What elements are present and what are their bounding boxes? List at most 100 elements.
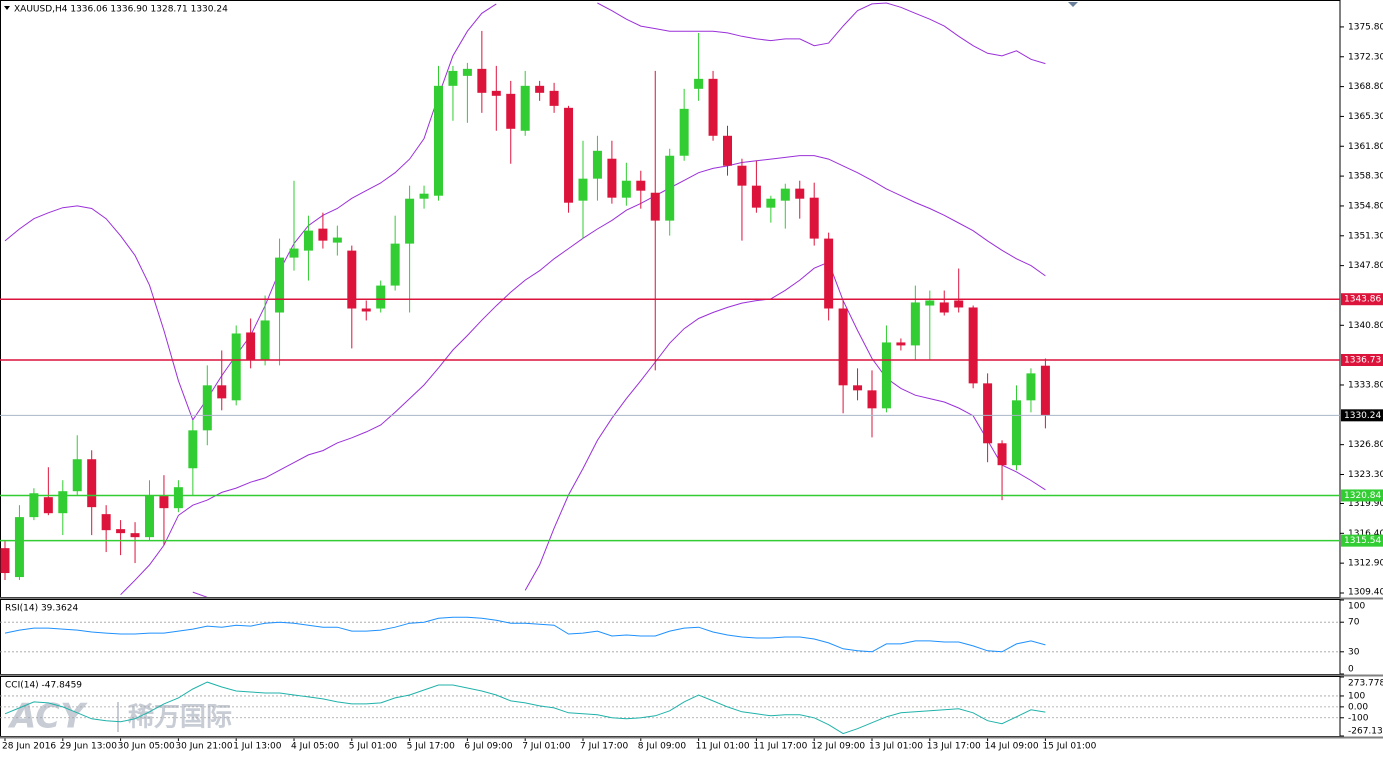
y-tick-label: 273.778	[1348, 679, 1383, 689]
x-tick-label: 11 Jul 17:00	[753, 742, 807, 752]
candle-body	[809, 197, 819, 239]
y-tick-label: 1365.30	[1348, 112, 1383, 122]
y-tick-label: 1375.80	[1348, 22, 1383, 32]
plot-area	[0, 2, 1340, 597]
candle-body	[1026, 373, 1036, 401]
candle-body	[491, 90, 501, 96]
level-label-box	[1341, 409, 1383, 422]
x-tick-label: 30 Jun 05:00	[118, 742, 175, 752]
y-tick-label: 0	[1348, 665, 1354, 675]
candle-body	[708, 78, 718, 136]
x-tick-label: 15 Jul 01:00	[1042, 742, 1096, 752]
x-tick-label: 6 Jul 09:00	[464, 742, 513, 752]
y-tick-label: 30	[1348, 647, 1360, 657]
candle-body	[101, 514, 111, 531]
candle-body	[838, 308, 848, 386]
y-tick-label: -267.1304	[1348, 727, 1383, 737]
candle-body	[318, 228, 328, 241]
candle-body	[737, 165, 747, 186]
candle-body	[434, 85, 443, 196]
candle-body	[910, 302, 920, 346]
x-tick-label: 28 Jun 2016	[2, 742, 56, 752]
candle-body	[636, 180, 646, 191]
level-label-box	[1341, 353, 1383, 366]
level-label: 1320.84	[1344, 491, 1381, 501]
candle-body	[159, 495, 169, 509]
x-tick-label: 4 Jul 05:00	[291, 742, 340, 752]
candle-body	[1012, 400, 1021, 466]
candle-body	[217, 385, 227, 399]
candle-body	[43, 497, 53, 514]
x-tick-label: 11 Jul 01:00	[696, 742, 750, 752]
candle-body	[419, 193, 429, 199]
candle-body	[766, 198, 776, 208]
y-tick-label: 100	[1348, 691, 1365, 701]
x-tick-label: 13 Jul 01:00	[869, 742, 923, 752]
y-tick-label: 1326.80	[1348, 440, 1383, 450]
level-label-box	[1341, 293, 1383, 306]
candle-body	[535, 85, 545, 93]
y-tick-label: 0.00	[1348, 702, 1368, 712]
candle-body	[867, 390, 877, 409]
y-tick-label: 1368.80	[1348, 82, 1383, 92]
y-tick-label: 1340.80	[1348, 321, 1383, 331]
candle-body	[780, 188, 790, 201]
candle-body	[997, 443, 1007, 466]
candle-body	[679, 108, 689, 156]
candle-body	[405, 198, 415, 244]
y-tick-label: 1358.30	[1348, 172, 1383, 182]
level-label: 1343.86	[1344, 295, 1381, 305]
candle-body	[188, 430, 198, 469]
candle-body	[983, 383, 993, 444]
band-line	[192, 261, 1046, 597]
y-tick-label: 1361.80	[1348, 142, 1383, 152]
candle-body	[665, 155, 675, 221]
level-label: 1315.54	[1344, 536, 1381, 546]
candle-body	[361, 308, 371, 312]
candle-body	[592, 150, 602, 179]
y-tick-label: 1372.30	[1348, 52, 1383, 62]
x-tick-label: 13 Jul 17:00	[927, 742, 981, 752]
x-tick-label: 14 Jul 09:00	[985, 742, 1039, 752]
x-tick-label: 29 Jun 13:00	[60, 742, 117, 752]
candle-body	[694, 78, 704, 89]
candle-body	[260, 320, 270, 361]
title-marker	[4, 6, 10, 10]
candle-body	[621, 180, 631, 198]
candle-body	[751, 185, 761, 208]
y-tick-label: 1354.80	[1348, 201, 1383, 211]
x-tick-label: 12 Jul 09:00	[811, 742, 865, 752]
level-label-box	[1341, 534, 1383, 547]
y-tick-label: 100	[1348, 602, 1365, 612]
candle-body	[347, 250, 357, 309]
x-tick-label: 7 Jul 17:00	[580, 742, 629, 752]
candle-body	[303, 230, 313, 251]
x-tick-label: 8 Jul 09:00	[638, 742, 687, 752]
x-tick-label: 1 Jul 13:00	[233, 742, 282, 752]
y-tick-label: -100	[1348, 713, 1369, 723]
candle-body	[0, 548, 10, 574]
plot-area	[0, 681, 1340, 735]
y-tick-label: 1309.40	[1348, 588, 1383, 598]
candle-body	[896, 342, 906, 346]
candle-body	[231, 333, 241, 401]
level-label: 1330.24	[1344, 411, 1381, 421]
candle-body	[87, 459, 97, 508]
shift-marker	[1068, 2, 1078, 7]
candle-body	[376, 285, 386, 309]
candle-body	[58, 491, 68, 514]
candle-body	[145, 495, 154, 538]
panel-title: RSI(14) 39.3624	[5, 604, 78, 614]
y-tick-label: 1312.90	[1348, 559, 1383, 569]
panel-title: XAUUSD,H4 1336.06 1336.90 1328.71 1330.2…	[14, 5, 228, 15]
candle-body	[130, 533, 140, 538]
y-tick-label: 1316.40	[1348, 529, 1383, 539]
candle-body	[881, 342, 891, 409]
candle-body	[925, 300, 935, 306]
indicator-line	[4, 681, 1046, 735]
candle-body	[14, 517, 24, 578]
candle-body	[520, 85, 530, 131]
candle-body	[853, 385, 863, 391]
candle-body	[506, 93, 516, 129]
